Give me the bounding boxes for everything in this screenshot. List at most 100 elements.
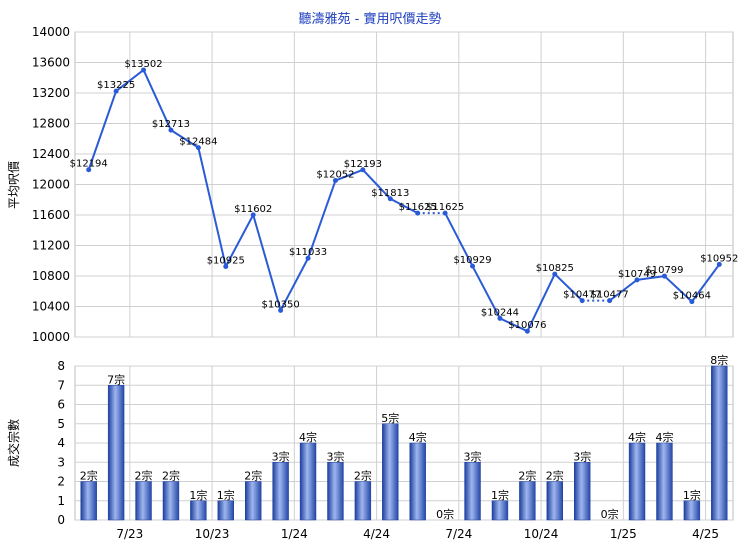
line-point: [524, 328, 530, 334]
x-tick-label: 4/24: [363, 527, 390, 541]
bar-data-label: 2宗: [518, 469, 536, 483]
x-tick-label: 4/25: [692, 527, 719, 541]
line-data-label: $10477: [563, 290, 601, 301]
bar-data-label: 3宗: [326, 449, 344, 463]
bar: [354, 481, 372, 521]
bar: [464, 462, 481, 521]
bar: [135, 481, 152, 521]
line-data-label: $11602: [234, 204, 272, 215]
line-point: [689, 299, 695, 305]
line-segment: [609, 279, 638, 302]
line-point: [634, 277, 640, 283]
line-segment: [554, 273, 583, 302]
line-y-tick-label: 12800: [32, 117, 70, 131]
line-segment: [389, 197, 419, 214]
bar: [382, 423, 399, 521]
bar-data-label: 2宗: [135, 469, 153, 483]
line-y-tick-label: 11600: [32, 208, 70, 222]
line-point: [442, 210, 448, 216]
bar: [107, 385, 125, 521]
bar-data-label: 1宗: [683, 488, 701, 502]
bar-data-label: 3宗: [573, 449, 591, 463]
line-data-label: $12713: [152, 119, 190, 130]
line-data-label: $10749: [618, 269, 656, 280]
bar: [656, 442, 673, 521]
line-point: [223, 263, 229, 269]
line-point: [86, 167, 92, 173]
line-segment: [335, 168, 364, 182]
line-data-label: $11625: [426, 202, 464, 213]
line-point: [661, 273, 667, 279]
bar: [519, 481, 536, 521]
line-point: [141, 67, 147, 73]
bar-y-tick-label: 0: [57, 513, 65, 527]
line-point: [607, 298, 613, 304]
line-data-label: $13502: [124, 59, 162, 70]
bar-data-label: 4宗: [655, 430, 673, 444]
line-data-label: $10799: [645, 265, 683, 276]
bar: [299, 442, 317, 521]
line-data-label: $10952: [700, 253, 738, 264]
bar-chart: 0 1 2 3 4 5 6 7 8 7/23 10/23 1/24 4/24 7/24 10/24 1/25 4…: [57, 353, 734, 541]
line-data-label: $11625: [399, 202, 437, 213]
line-data-label: $12193: [344, 159, 382, 170]
bar-data-label: 1宗: [491, 488, 509, 502]
bar-y-tick-label: 3: [57, 455, 65, 469]
bar-data-label: 2宗: [162, 469, 180, 483]
line-point: [113, 88, 119, 94]
line-point: [195, 145, 201, 151]
bar: [190, 500, 207, 521]
line-y-tick-label: 14000: [32, 25, 70, 39]
bar-y-tick-label: 5: [57, 417, 65, 431]
bar: [628, 442, 646, 521]
bar: [245, 481, 262, 521]
x-tick-label: 10/24: [524, 527, 559, 541]
bar-data-label: 0宗: [436, 507, 454, 521]
bar-data-label: 3宗: [272, 449, 290, 463]
line-segment: [170, 129, 199, 149]
bar: [162, 481, 180, 521]
line-segment: [115, 69, 145, 92]
x-tick-label: 10/23: [195, 527, 230, 541]
line-segment: [526, 273, 556, 332]
line-data-label: $12484: [179, 137, 217, 148]
bar-data-label: 1宗: [217, 488, 235, 502]
bar-y-axis-label: 成交宗數: [6, 419, 21, 467]
line-segment: [362, 169, 392, 200]
bar-data-label: 2宗: [546, 469, 564, 483]
bar-y-tick-label: 4: [57, 436, 65, 450]
x-tick-label: 7/24: [445, 527, 472, 541]
bar: [683, 500, 701, 521]
bar-y-tick-label: 1: [57, 494, 65, 508]
x-tick-label: 7/23: [116, 527, 143, 541]
line-point: [497, 315, 503, 321]
line-data-label: $10925: [207, 255, 245, 266]
line-segment: [636, 275, 665, 281]
bar-y-tick-label: 8: [57, 359, 65, 373]
line-segment: [307, 180, 337, 259]
bar-y-tick-label: 6: [57, 398, 65, 412]
chart-title: 聽濤雅苑 - 實用呎價走勢: [298, 12, 442, 27]
line-data-label: $10825: [536, 263, 574, 274]
line-y-tick-label: 10800: [32, 269, 70, 283]
line-segment: [663, 275, 693, 303]
line-y-tick-label: 11200: [32, 239, 70, 253]
line-segment: [444, 212, 474, 267]
line-y-tick-label: 13600: [32, 56, 70, 70]
line-data-label: $10929: [453, 255, 491, 266]
line-point: [278, 307, 284, 313]
x-tick-label: 1/24: [281, 527, 308, 541]
bar: [546, 481, 563, 521]
line-segment: [499, 317, 528, 333]
line-y-axis-label: 平均呎價: [7, 161, 21, 209]
line-y-tick-label: 12000: [32, 178, 70, 192]
bar-data-label: 4宗: [299, 430, 317, 444]
bar: [491, 500, 509, 521]
line-data-label: $10464: [673, 291, 711, 302]
bar-data-label: 1宗: [189, 488, 207, 502]
bar-data-label: 2宗: [244, 469, 262, 483]
line-data-label: $13225: [97, 80, 135, 91]
line-data-label: $12194: [70, 159, 108, 170]
bar-data-label: 4宗: [628, 430, 646, 444]
